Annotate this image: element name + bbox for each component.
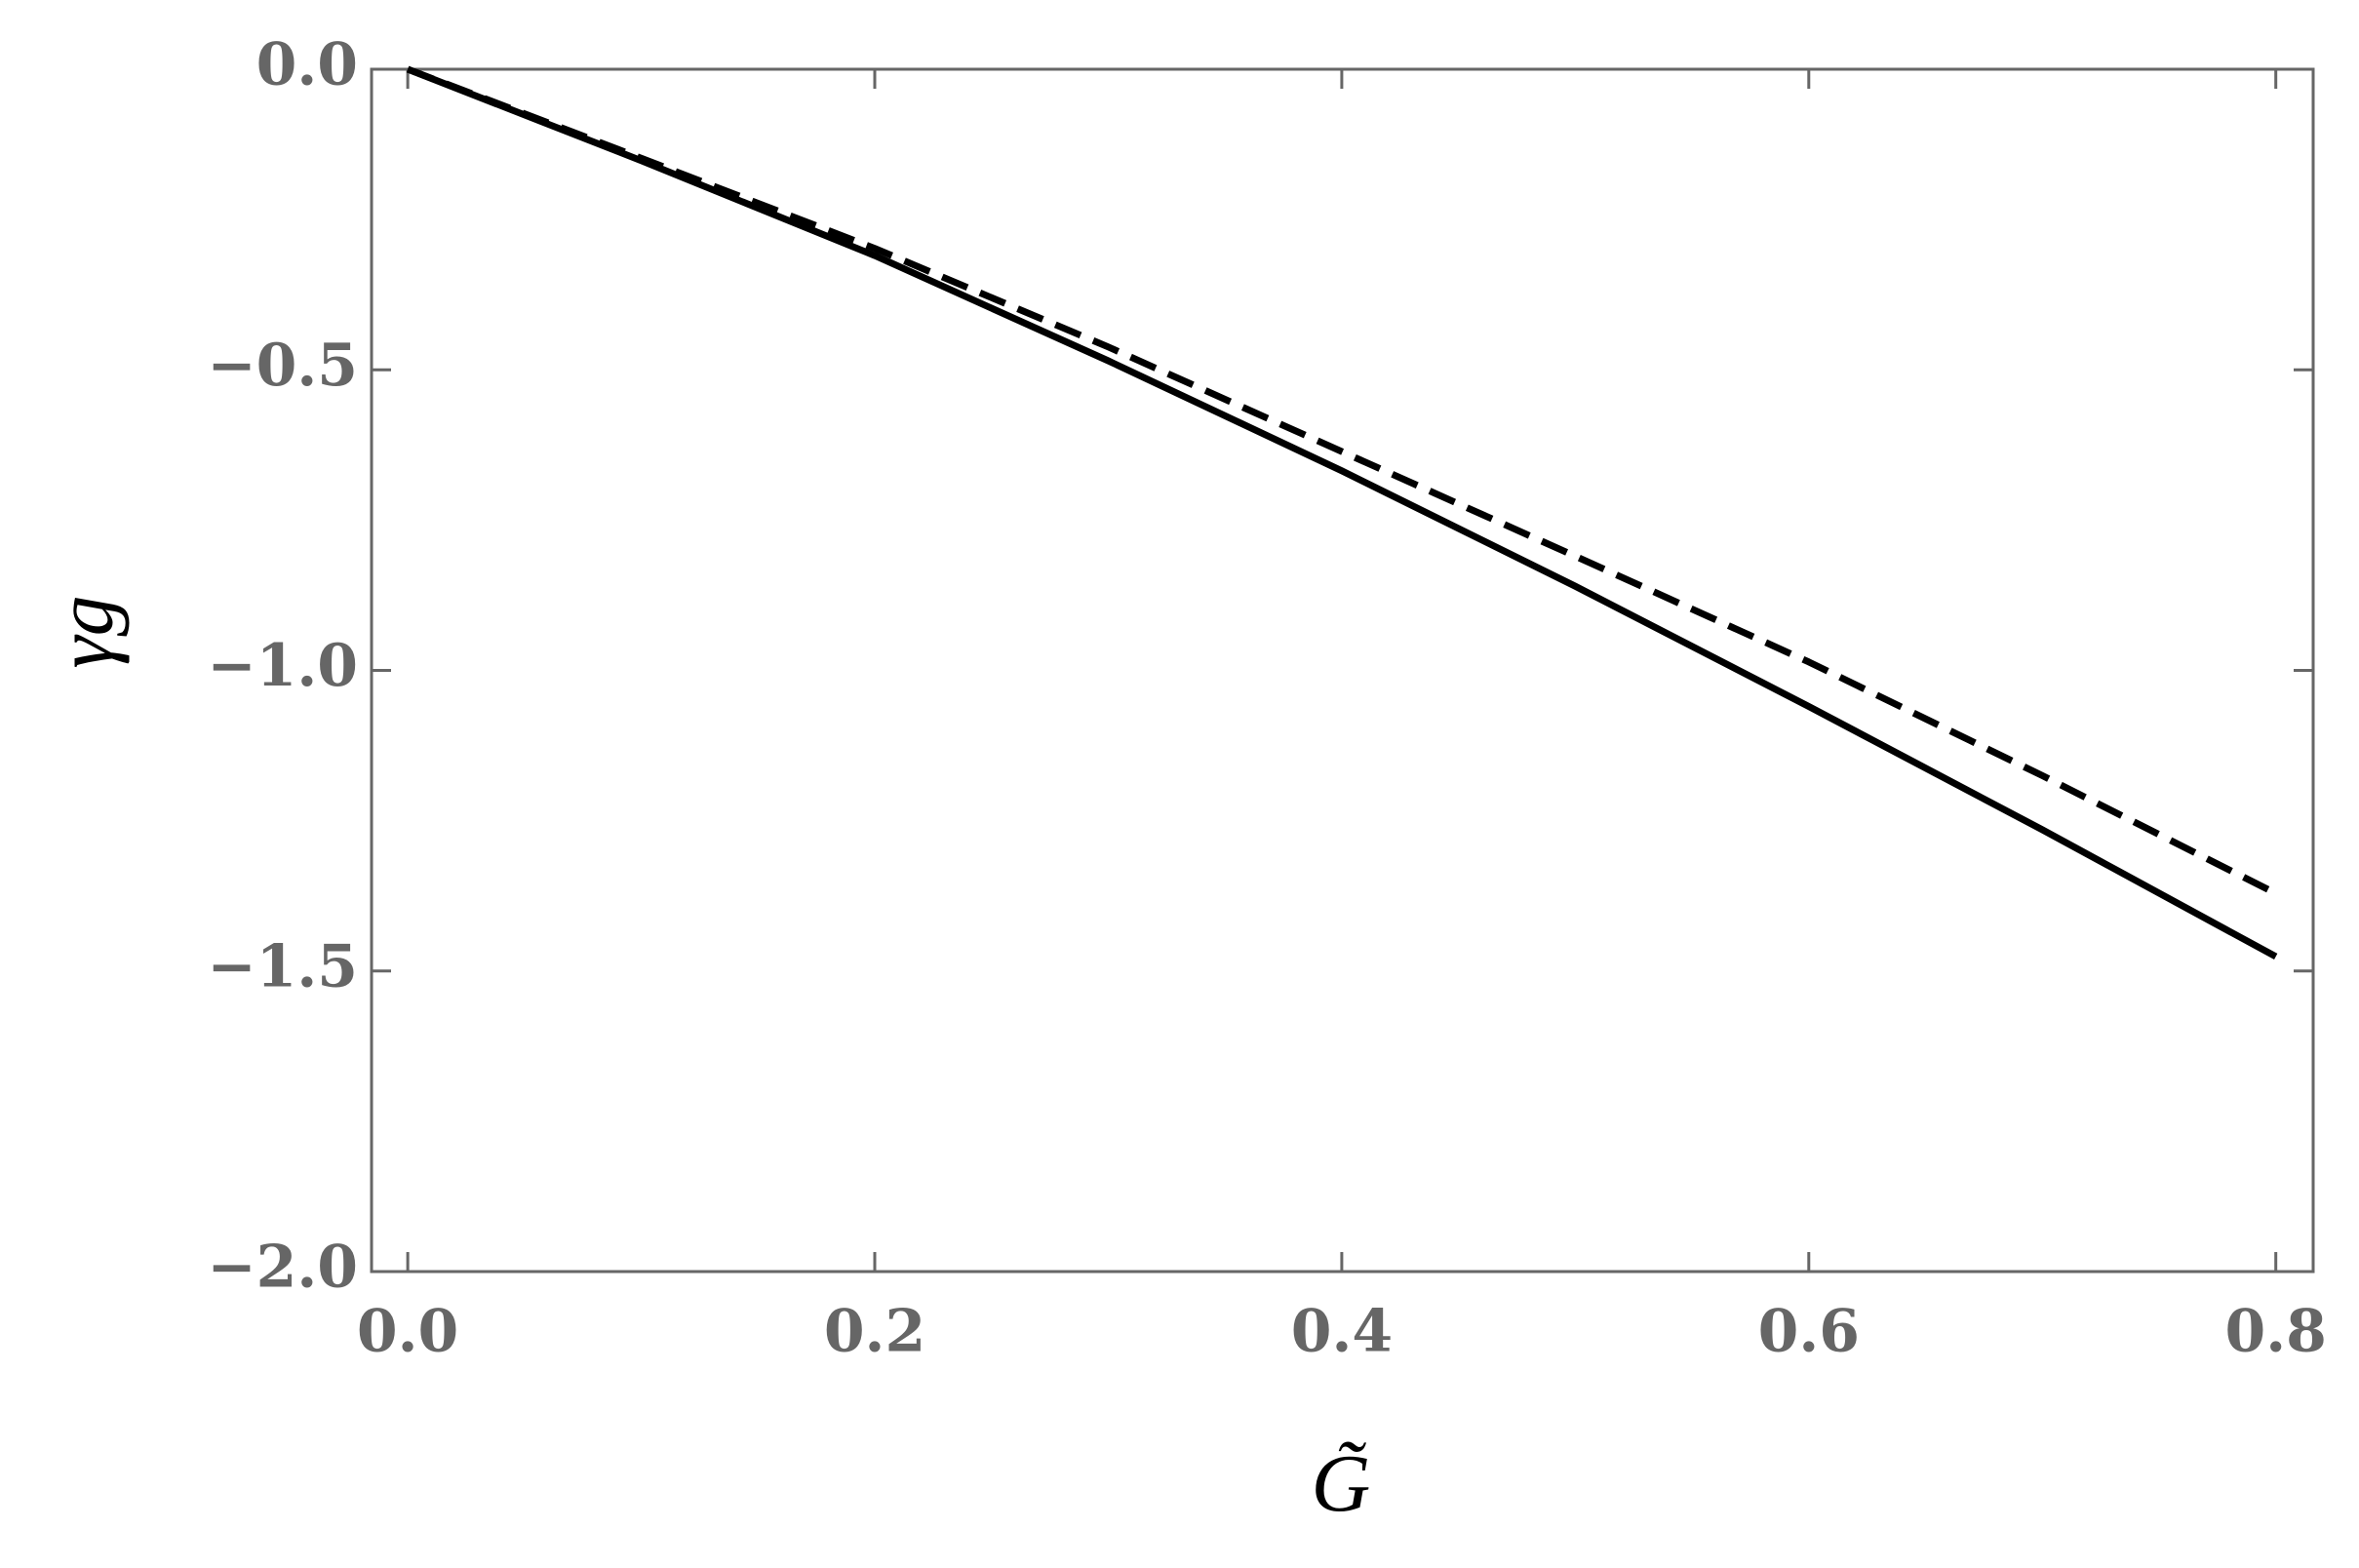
plot-frame: [370, 67, 2315, 1274]
y-tick-label: −1.0: [207, 632, 358, 700]
series-line: [406, 65, 2278, 897]
x-tick-label: 0.4: [1291, 1298, 1393, 1366]
y-tick-label: −1.5: [207, 932, 358, 1000]
x-tick-label: 0.8: [2224, 1298, 2326, 1366]
series-line: [406, 65, 2278, 960]
y-tick-label: −2.0: [207, 1234, 358, 1302]
x-tick-label: 0.6: [1758, 1298, 1860, 1366]
x-tick-label: 0.2: [824, 1298, 925, 1366]
x-axis-label: G̃: [1312, 1438, 1371, 1529]
x-tick-label: 0.0: [357, 1298, 458, 1366]
y-axis-label: γg: [39, 595, 130, 668]
y-tick-label: −0.5: [207, 332, 358, 400]
y-tick-label: 0.0: [256, 31, 358, 99]
